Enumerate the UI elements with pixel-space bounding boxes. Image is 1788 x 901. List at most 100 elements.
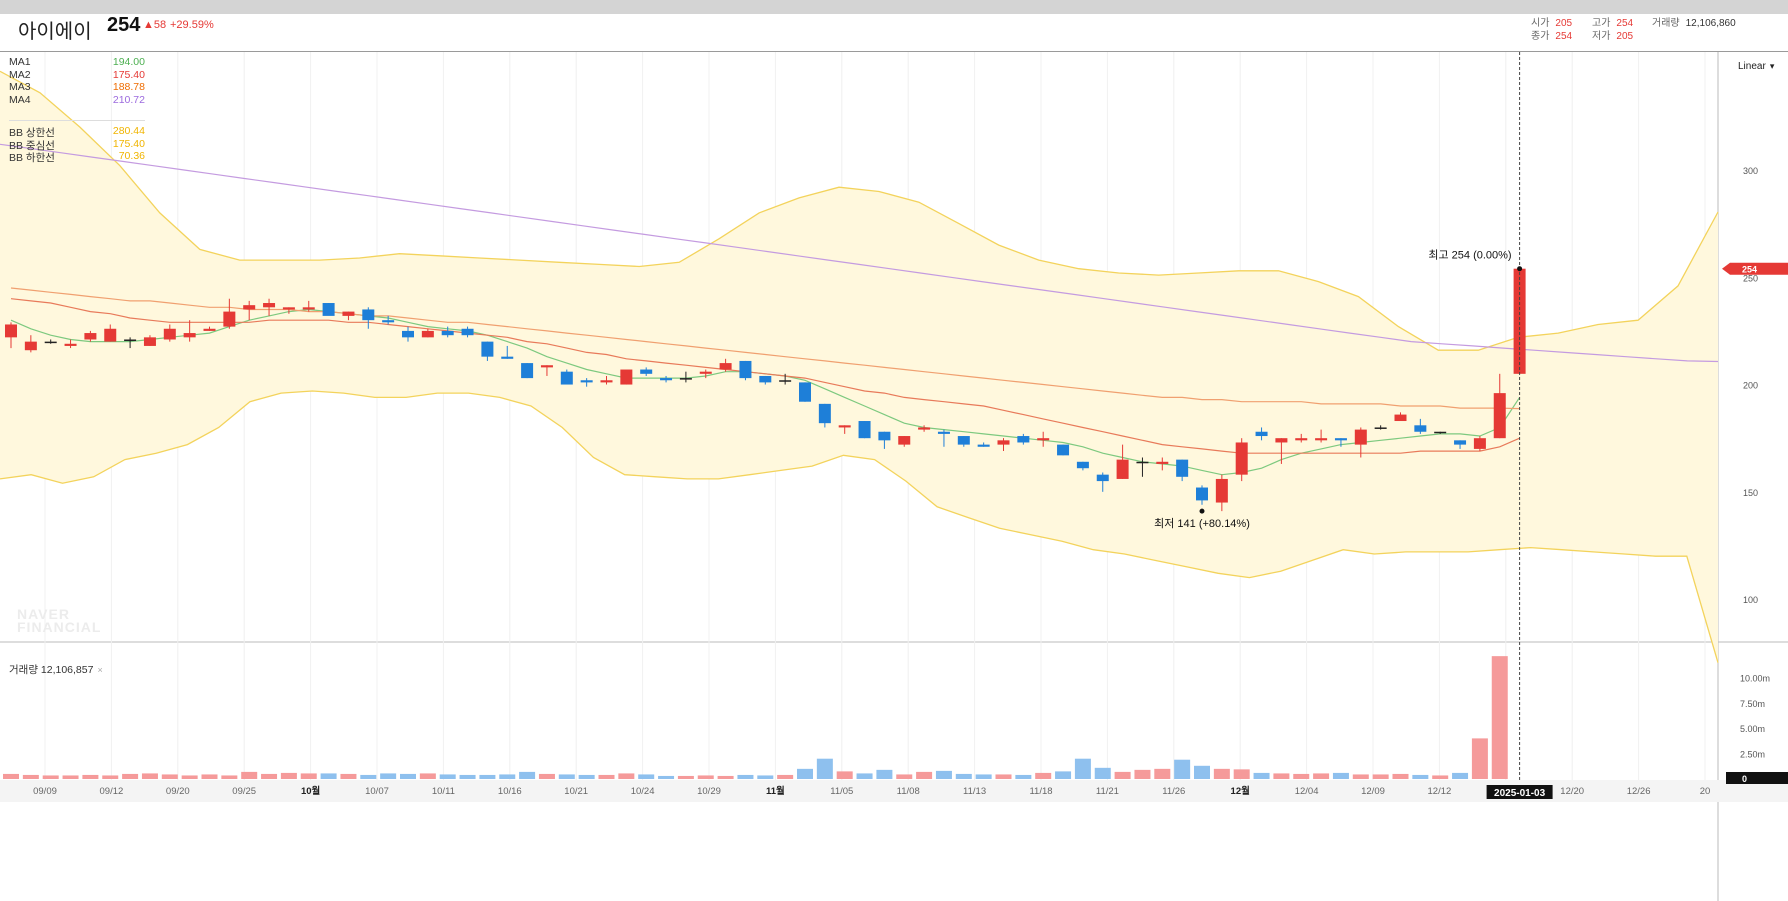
- volume-bar: [916, 771, 933, 779]
- volume-bar: [241, 771, 258, 779]
- time-tick: 11/13: [963, 786, 986, 797]
- price-tag-label: 254: [1742, 265, 1757, 275]
- chevron-down-icon: ▾: [1769, 61, 1775, 71]
- candle-body: [600, 380, 613, 383]
- bb-upper-line: [0, 70, 1719, 351]
- time-tick: 10/11: [432, 786, 455, 797]
- volume-bar: [82, 774, 99, 779]
- volume-bar: [1213, 768, 1230, 779]
- volume-bar: [280, 772, 297, 779]
- candle-body: [1295, 438, 1308, 441]
- candle-body: [640, 369, 653, 374]
- volume-bar: [1273, 773, 1290, 779]
- volume-bar: [1015, 774, 1032, 779]
- candle-body: [759, 375, 772, 383]
- time-tick: 10/16: [498, 786, 522, 797]
- low-annotation: 최저 141 (+80.14%): [1154, 517, 1250, 530]
- candle-body: [183, 333, 196, 338]
- ohlc-low: 저가 205: [1592, 31, 1634, 42]
- candle-body: [898, 436, 911, 445]
- volume-bar: [995, 774, 1012, 779]
- candle-body: [1215, 478, 1228, 503]
- candle-body: [64, 343, 77, 346]
- legend-ma2: MA2 175.40: [9, 69, 145, 81]
- legend-label: MA1: [9, 56, 31, 68]
- volume-bar: [419, 773, 436, 779]
- stock-header: 아이에이 254 ▲58 +29.59% 시가 205 고가 254 거래량 12,1…: [0, 14, 1788, 52]
- volume-bar: [201, 774, 218, 779]
- legend-value: 70.36: [118, 150, 145, 162]
- ohlc-open: 시가 205: [1531, 18, 1573, 29]
- low-marker: [1199, 508, 1205, 514]
- time-tick: 11/18: [1029, 786, 1052, 797]
- time-tick: 12/26: [1627, 786, 1651, 797]
- candle-body: [5, 324, 17, 338]
- volume-bar: [22, 774, 39, 779]
- volume-bar: [320, 773, 337, 779]
- volume-bar: [538, 773, 555, 779]
- legend-value: 280.44: [112, 125, 145, 137]
- volume-bar: [638, 774, 655, 779]
- legend-value: 194.00: [112, 56, 145, 68]
- candle-body: [124, 339, 137, 341]
- volume-bar: [1491, 656, 1508, 779]
- candle-body: [739, 360, 752, 379]
- candle-body: [1235, 442, 1248, 475]
- ohlc-volume: 거래량 12,106,860: [1652, 18, 1736, 29]
- volume-bar: [836, 771, 853, 779]
- price-chart[interactable]: 30025020015010010.00m7.50m5.00m2.50m09/0…: [0, 14, 1788, 901]
- candle-body: [779, 380, 792, 382]
- legend-ma3: MA3 188.78: [9, 81, 145, 93]
- high-marker: [1517, 266, 1523, 272]
- legend-value: 188.78: [112, 81, 145, 93]
- candle-body: [481, 341, 494, 357]
- volume-bar: [1154, 768, 1171, 779]
- candle-body: [203, 328, 216, 331]
- time-tick: 09/09: [33, 786, 57, 797]
- time-tick: 12/09: [1361, 786, 1385, 797]
- legend-label: BB 하한선: [9, 152, 55, 164]
- candle-body: [1096, 474, 1109, 482]
- volume-bar: [459, 774, 476, 779]
- time-tick: 12/12: [1428, 786, 1452, 797]
- volume-bar: [697, 775, 714, 779]
- candle-body: [1176, 459, 1189, 477]
- candle-body: [1374, 427, 1387, 429]
- time-tick: 11/08: [897, 786, 920, 797]
- candle-body: [799, 382, 811, 402]
- candle-body: [501, 356, 514, 359]
- volume-bar: [102, 775, 119, 779]
- candle-body: [580, 380, 593, 383]
- volume-bar: [1114, 771, 1131, 779]
- legend-label: MA3: [9, 81, 31, 93]
- candle-body: [1434, 431, 1447, 434]
- time-tick: 20: [1700, 786, 1711, 797]
- volume-bar: [519, 771, 536, 779]
- volume-bar: [181, 775, 198, 779]
- volume-tick: 5.00m: [1740, 724, 1765, 734]
- change-rate: +29.59%: [170, 19, 214, 31]
- candle-body: [957, 436, 970, 445]
- volume-bar: [816, 758, 833, 779]
- legend-bb-2: BB 하한선 70.36: [9, 150, 145, 165]
- candle-body: [1017, 436, 1030, 443]
- candle-body: [858, 421, 871, 439]
- volume-bar: [1392, 773, 1409, 779]
- candle-body: [322, 303, 335, 316]
- volume-bar: [658, 775, 675, 779]
- candle-body: [1334, 438, 1347, 441]
- volume-bar: [777, 774, 794, 779]
- candle-body: [143, 337, 156, 346]
- time-tick: 10/29: [697, 786, 721, 797]
- volume-bar: [122, 773, 139, 779]
- date-tag: [1486, 785, 1553, 799]
- volume-bar: [757, 775, 774, 779]
- scale-dropdown[interactable]: Linear ▾: [1738, 61, 1775, 72]
- volume-bar: [1432, 775, 1449, 779]
- watermark: NAVER FINANCIAL: [17, 606, 102, 635]
- candle-body: [263, 303, 276, 308]
- close-icon[interactable]: ×: [97, 665, 103, 675]
- candle-body: [302, 307, 315, 310]
- candle-body: [719, 363, 732, 370]
- volume-bar: [1313, 773, 1330, 779]
